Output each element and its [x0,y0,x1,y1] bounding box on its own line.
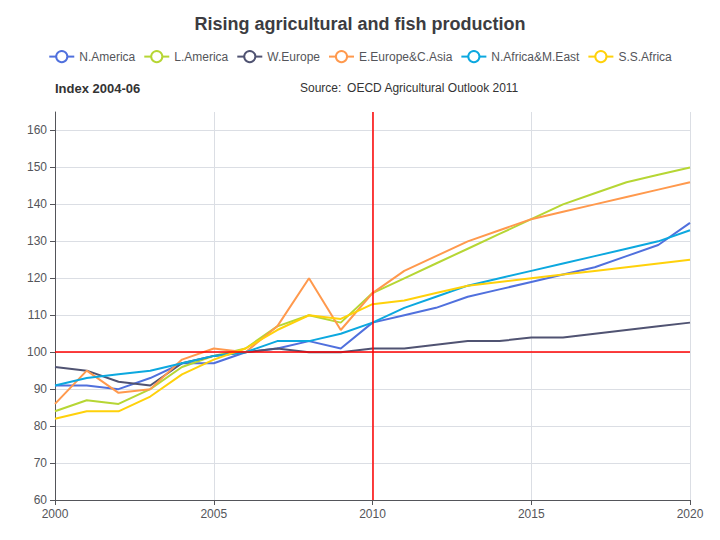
svg-text:Index 2004-06: Index 2004-06 [55,81,140,96]
svg-text:80: 80 [34,419,48,433]
svg-text:90: 90 [34,382,48,396]
svg-text:2020: 2020 [677,507,704,521]
svg-text:130: 130 [27,234,47,248]
svg-text:N.America: N.America [79,50,135,64]
svg-text:N.Africa&M.East: N.Africa&M.East [491,50,580,64]
svg-text:110: 110 [28,308,47,322]
svg-text:2015: 2015 [518,507,545,521]
svg-text:W.Europe: W.Europe [267,50,320,64]
svg-text:S.S.Africa: S.S.Africa [618,50,672,64]
svg-text:120: 120 [27,271,47,285]
svg-text:Rising agricultural and fish p: Rising agricultural and fish production [194,14,525,34]
svg-text:70: 70 [34,456,48,470]
svg-text:140: 140 [27,197,47,211]
svg-text:60: 60 [34,493,48,507]
svg-text:2005: 2005 [200,507,227,521]
svg-text:2000: 2000 [42,507,69,521]
svg-text:160: 160 [27,123,47,137]
svg-text:E.Europe&C.Asia: E.Europe&C.Asia [359,50,453,64]
svg-text:150: 150 [27,160,47,174]
svg-text:Source: OECD Agricultural Out: Source: OECD Agricultural Outlook 2011 [300,81,519,95]
svg-text:100: 100 [27,345,47,359]
svg-text:2010: 2010 [359,507,386,521]
svg-text:L.America: L.America [174,50,228,64]
